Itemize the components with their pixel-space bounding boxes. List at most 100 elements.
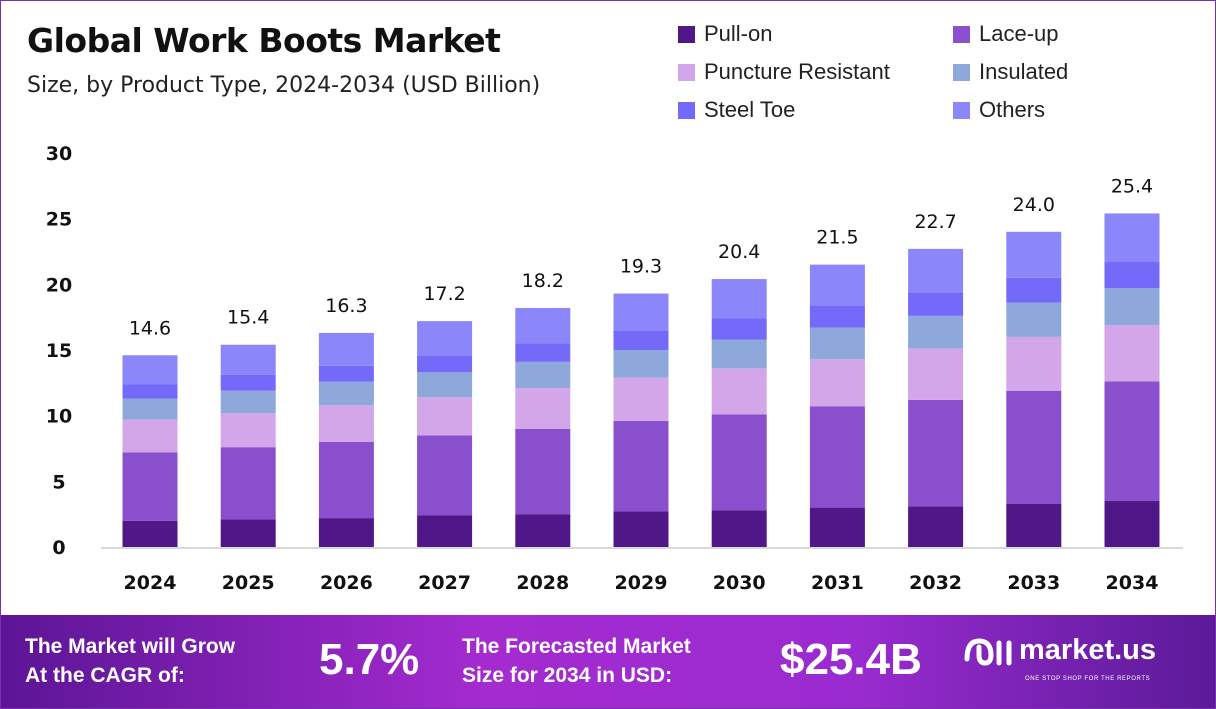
legend-swatch <box>678 25 695 43</box>
bar-segment-lace-up <box>515 428 571 515</box>
bar-segment-insulated <box>613 350 669 378</box>
bar-segment-pull-on <box>1006 503 1062 547</box>
bar-segment-lace-up <box>613 420 669 512</box>
logo-icon <box>964 638 1012 666</box>
legend-label: Steel Toe <box>704 97 796 122</box>
bar-segment-steel-toe <box>515 343 571 362</box>
bar-segment-others <box>220 344 276 375</box>
forecast-label: The Forecasted Market Size for 2034 in U… <box>462 632 691 690</box>
data-label: 18.2 <box>522 270 564 292</box>
x-tick-label: 2033 <box>1007 572 1060 594</box>
bar-segment-lace-up <box>1104 381 1160 502</box>
x-tick-label: 2032 <box>909 572 962 594</box>
x-tick-label: 2028 <box>516 572 569 594</box>
footer-banner: The Market will Grow At the CAGR of: 5.7… <box>1 615 1215 708</box>
bar-segment-pull-on <box>220 519 276 547</box>
bar-segment-insulated <box>220 390 276 414</box>
bar-segment-insulated <box>908 315 964 349</box>
x-tick-label: 2034 <box>1106 572 1159 594</box>
legend-swatch <box>953 101 970 119</box>
legend-label: Pull-on <box>704 21 773 46</box>
bar-segment-lace-up <box>1006 390 1062 504</box>
bar-segment-lace-up <box>318 441 374 519</box>
y-tick-label: 30 <box>46 143 72 165</box>
bar-segment-pull-on <box>417 515 473 547</box>
bar-segment-pull-on <box>908 506 964 547</box>
data-label: 15.4 <box>227 307 269 329</box>
bar-segment-insulated <box>122 398 178 420</box>
bar-segment-others <box>711 279 767 319</box>
bar-segment-insulated <box>809 327 865 360</box>
legend-item: Pull-on <box>678 21 772 47</box>
bar-segment-pull-on <box>318 518 374 547</box>
bar-segment-others <box>1104 213 1160 263</box>
bar-segment-puncture-resistant <box>122 419 178 453</box>
bar-segment-lace-up <box>122 452 178 521</box>
legend-swatch <box>953 63 970 81</box>
y-tick-label: 5 <box>52 471 65 493</box>
bar-segment-pull-on <box>613 511 669 547</box>
data-label: 16.3 <box>325 295 367 317</box>
legend-item: Steel Toe <box>678 97 795 123</box>
bar-segment-pull-on <box>515 514 571 547</box>
bar-segment-others <box>908 248 964 293</box>
logo-text: market.us <box>1019 634 1157 666</box>
bar-segment-steel-toe <box>220 374 276 391</box>
bar-segment-steel-toe <box>318 365 374 382</box>
bar-segment-puncture-resistant <box>417 397 473 436</box>
forecast-label-line2: Size for 2034 in USD: <box>462 664 673 687</box>
bar-segment-steel-toe <box>122 384 178 399</box>
bar-segment-steel-toe <box>809 305 865 328</box>
cagr-label: The Market will Grow At the CAGR of: <box>25 632 235 690</box>
y-tick-label: 10 <box>46 406 72 428</box>
data-label: 24.0 <box>1013 194 1055 216</box>
bar-segment-others <box>318 332 374 366</box>
bar-segment-puncture-resistant <box>220 413 276 448</box>
forecast-value: $25.4B <box>780 635 922 684</box>
data-label: 22.7 <box>914 211 956 233</box>
legend-swatch <box>678 63 695 81</box>
legend-item: Lace-up <box>953 21 1059 47</box>
legend-label: Puncture Resistant <box>704 59 890 84</box>
legend-item: Insulated <box>953 59 1068 85</box>
bar-segment-lace-up <box>220 447 276 520</box>
x-tick-label: 2031 <box>811 572 864 594</box>
y-tick-label: 25 <box>46 209 72 231</box>
bar-segment-puncture-resistant <box>908 348 964 400</box>
x-tick-label: 2024 <box>124 572 177 594</box>
bar-segment-pull-on <box>809 507 865 547</box>
bar-segment-puncture-resistant <box>318 405 374 442</box>
chart-title: Global Work Boots Market <box>27 21 501 60</box>
bar-segment-insulated <box>1104 288 1160 326</box>
y-tick-label: 15 <box>46 340 72 362</box>
bar-segment-others <box>613 293 669 331</box>
bar-segment-puncture-resistant <box>711 368 767 415</box>
bar-segment-others <box>417 321 473 356</box>
data-label: 20.4 <box>718 241 760 263</box>
data-label: 21.5 <box>816 227 858 249</box>
bar-segment-lace-up <box>908 399 964 507</box>
y-tick-label: 0 <box>52 537 65 559</box>
bar-segment-insulated <box>318 381 374 406</box>
x-tick-label: 2026 <box>320 572 373 594</box>
legend-item: Others <box>953 97 1045 123</box>
bar-segment-lace-up <box>809 406 865 508</box>
cagr-label-line1: The Market will Grow <box>25 635 236 658</box>
bar-segment-others <box>809 264 865 306</box>
bar-segment-lace-up <box>711 414 767 511</box>
bar-segment-lace-up <box>417 435 473 516</box>
legend-swatch <box>953 25 970 43</box>
data-label: 14.6 <box>129 317 171 339</box>
bar-segment-puncture-resistant <box>1006 336 1062 391</box>
bar-segment-insulated <box>1006 302 1062 337</box>
data-label: 19.3 <box>620 256 662 278</box>
legend-label: Lace-up <box>979 21 1059 46</box>
bar-segment-others <box>515 307 571 344</box>
data-label: 25.4 <box>1111 175 1153 197</box>
bar-segment-puncture-resistant <box>613 377 669 421</box>
chart-subtitle: Size, by Product Type, 2024-2034 (USD Bi… <box>27 73 541 98</box>
bar-segment-puncture-resistant <box>809 359 865 407</box>
x-tick-label: 2027 <box>418 572 471 594</box>
bar-segment-insulated <box>417 372 473 398</box>
